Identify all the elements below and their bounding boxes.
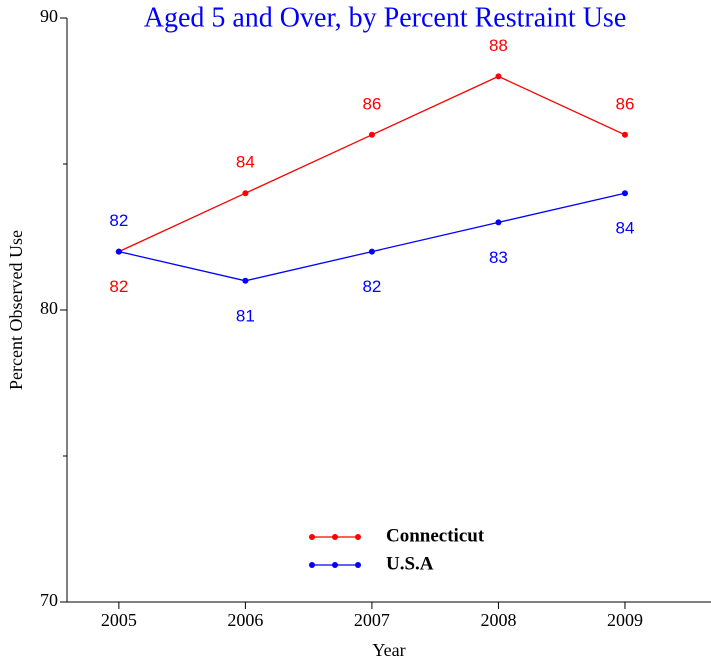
x-tick-label: 2009: [607, 610, 643, 630]
data-label: 84: [616, 219, 635, 238]
data-label: 86: [616, 94, 635, 113]
data-label: 84: [236, 153, 255, 172]
x-tick-label: 2008: [480, 610, 516, 630]
legend-marker: [355, 562, 361, 568]
legend-label: Connecticut: [386, 525, 485, 546]
data-label: 83: [489, 248, 508, 267]
y-tick-label: 70: [40, 590, 58, 610]
data-label: 82: [109, 277, 128, 296]
point: [242, 277, 249, 284]
y-tick-label: 90: [40, 6, 58, 26]
point: [495, 219, 502, 226]
point: [621, 190, 628, 197]
legend-marker: [309, 562, 315, 568]
data-label: 88: [489, 36, 508, 55]
x-tick-label: 2005: [101, 610, 137, 630]
data-label: 86: [362, 94, 381, 113]
data-label: 82: [109, 211, 128, 230]
x-axis-label: Year: [372, 640, 405, 660]
x-tick-label: 2007: [354, 610, 390, 630]
data-label: 82: [362, 277, 381, 296]
point: [115, 248, 122, 255]
point: [242, 190, 249, 197]
legend-marker: [309, 534, 315, 540]
point: [495, 73, 502, 80]
x-tick-label: 2006: [227, 610, 263, 630]
y-tick-label: 80: [40, 298, 58, 318]
data-label: 81: [236, 306, 255, 325]
series-line: [118, 192, 626, 282]
y-axis-label: Percent Observed Use: [6, 230, 26, 390]
point: [368, 131, 375, 138]
legend-label: U.S.A: [386, 553, 434, 574]
legend-marker: [332, 562, 338, 568]
chart-title: Aged 5 and Over, by Percent Restraint Us…: [144, 2, 627, 33]
legend-marker: [332, 534, 338, 540]
legend-marker: [355, 534, 361, 540]
point: [368, 248, 375, 255]
point: [621, 131, 628, 138]
